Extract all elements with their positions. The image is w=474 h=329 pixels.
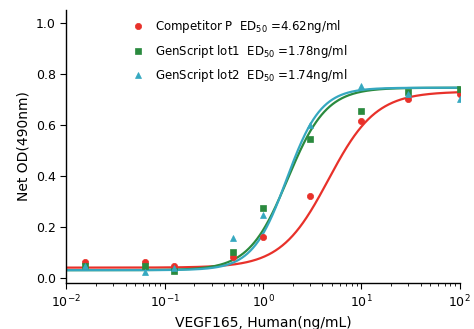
GenScript lot1  ED$_{50}$ =1.78ng/ml	[260, 206, 266, 210]
Line: GenScript lot2  ED$_{50}$ =1.74ng/ml: GenScript lot2 ED$_{50}$ =1.74ng/ml	[82, 83, 463, 275]
GenScript lot1  ED$_{50}$ =1.78ng/ml	[82, 264, 88, 267]
GenScript lot1  ED$_{50}$ =1.78ng/ml	[307, 137, 313, 141]
Legend: Competitor P  ED$_{50}$ =4.62ng/ml, GenScript lot1  ED$_{50}$ =1.78ng/ml, GenScr: Competitor P ED$_{50}$ =4.62ng/ml, GenSc…	[123, 16, 350, 87]
GenScript lot1  ED$_{50}$ =1.78ng/ml	[142, 264, 147, 267]
X-axis label: VEGF165, Human(ng/mL): VEGF165, Human(ng/mL)	[175, 316, 351, 329]
GenScript lot2  ED$_{50}$ =1.74ng/ml	[406, 92, 411, 96]
Competitor P  ED$_{50}$ =4.62ng/ml	[457, 92, 463, 96]
GenScript lot2  ED$_{50}$ =1.74ng/ml	[231, 236, 237, 240]
GenScript lot1  ED$_{50}$ =1.78ng/ml	[231, 250, 237, 254]
GenScript lot2  ED$_{50}$ =1.74ng/ml	[82, 264, 88, 268]
GenScript lot1  ED$_{50}$ =1.78ng/ml	[406, 89, 411, 93]
Competitor P  ED$_{50}$ =4.62ng/ml	[82, 260, 88, 264]
Y-axis label: Net OD(490nm): Net OD(490nm)	[17, 91, 30, 201]
GenScript lot1  ED$_{50}$ =1.78ng/ml	[358, 109, 364, 113]
GenScript lot2  ED$_{50}$ =1.74ng/ml	[172, 266, 177, 269]
Line: GenScript lot1  ED$_{50}$ =1.78ng/ml: GenScript lot1 ED$_{50}$ =1.78ng/ml	[82, 86, 463, 275]
Line: Competitor P  ED$_{50}$ =4.62ng/ml: Competitor P ED$_{50}$ =4.62ng/ml	[82, 91, 463, 269]
Competitor P  ED$_{50}$ =4.62ng/ml	[142, 260, 147, 264]
Competitor P  ED$_{50}$ =4.62ng/ml	[231, 255, 237, 259]
GenScript lot2  ED$_{50}$ =1.74ng/ml	[142, 270, 147, 274]
GenScript lot2  ED$_{50}$ =1.74ng/ml	[358, 85, 364, 89]
GenScript lot1  ED$_{50}$ =1.78ng/ml	[457, 87, 463, 91]
Competitor P  ED$_{50}$ =4.62ng/ml	[406, 97, 411, 101]
Competitor P  ED$_{50}$ =4.62ng/ml	[358, 119, 364, 123]
GenScript lot1  ED$_{50}$ =1.78ng/ml	[172, 269, 177, 273]
Competitor P  ED$_{50}$ =4.62ng/ml	[260, 235, 266, 239]
Competitor P  ED$_{50}$ =4.62ng/ml	[172, 264, 177, 268]
Competitor P  ED$_{50}$ =4.62ng/ml	[307, 194, 313, 198]
GenScript lot2  ED$_{50}$ =1.74ng/ml	[457, 97, 463, 101]
GenScript lot2  ED$_{50}$ =1.74ng/ml	[307, 123, 313, 127]
GenScript lot2  ED$_{50}$ =1.74ng/ml	[260, 213, 266, 217]
